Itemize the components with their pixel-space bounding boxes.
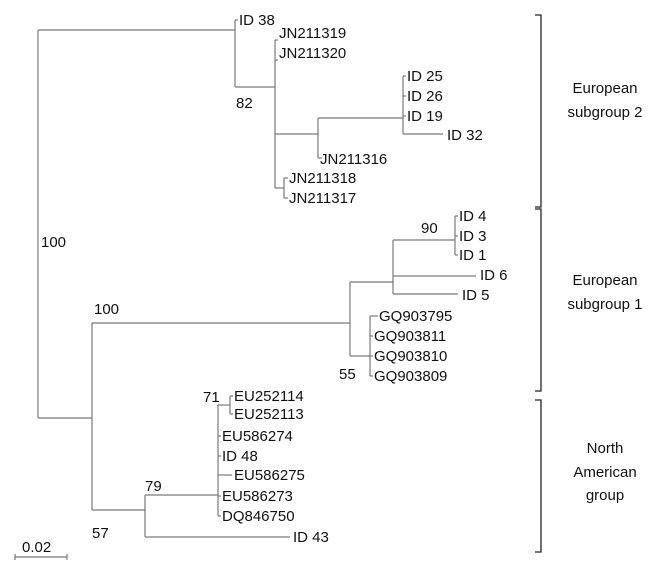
leaf-label: JN211317: [289, 190, 356, 207]
group-label: North: [587, 440, 624, 457]
group-label: subgroup 1: [567, 296, 642, 313]
leaf-label: GQ903809: [374, 368, 447, 385]
leaf-label: EU586273: [222, 488, 293, 505]
leaf-label: JN211320: [279, 45, 346, 62]
group-label: subgroup 2: [567, 104, 642, 121]
support-value: 100: [41, 234, 66, 251]
leaf-label: GQ903811: [374, 328, 446, 345]
group-label: European: [572, 272, 637, 289]
leaf-label: ID 19: [407, 108, 443, 125]
support-value: 90: [421, 220, 438, 237]
support-value: 100: [94, 301, 119, 318]
group-label: group: [586, 487, 624, 504]
leaf-label: ID 48: [222, 448, 258, 465]
support-value: 82: [236, 95, 253, 112]
leaf-label: ID 43: [293, 529, 329, 546]
leaf-label: ID 1: [459, 247, 487, 264]
leaf-label: JN211316: [320, 151, 387, 168]
leaf-label: JN211319: [279, 25, 346, 42]
leaf-label: JN211318: [289, 170, 356, 187]
support-value: 55: [339, 366, 356, 383]
leaf-label: ID 4: [459, 208, 487, 225]
leaf-label: ID 5: [462, 287, 490, 304]
leaf-label: ID 26: [407, 88, 443, 105]
leaf-label: DQ846750: [222, 508, 295, 525]
leaf-label: ID 32: [447, 127, 483, 144]
leaf-label: ID 25: [407, 68, 443, 85]
group-label: European: [572, 80, 637, 97]
leaf-label: EU586274: [222, 428, 293, 445]
clade-bracket: [535, 14, 542, 208]
leaf-label: ID 3: [459, 228, 487, 245]
clade-bracket: [535, 208, 542, 392]
support-value: 71: [203, 389, 220, 406]
leaf-label: EU252113: [234, 406, 304, 423]
leaf-label: GQ903810: [374, 348, 447, 365]
leaf-label: ID 6: [480, 267, 508, 284]
leaf-label: EU586275: [234, 467, 305, 484]
leaf-label: GQ903795: [379, 308, 452, 325]
support-value: 79: [145, 478, 162, 495]
clade-bracket: [535, 399, 542, 553]
leaf-label: ID 38: [239, 12, 275, 29]
group-label: American: [573, 464, 636, 481]
scale-bar-label: 0.02: [22, 539, 51, 556]
leaf-label: EU252114: [234, 388, 304, 405]
support-value: 57: [92, 525, 109, 542]
